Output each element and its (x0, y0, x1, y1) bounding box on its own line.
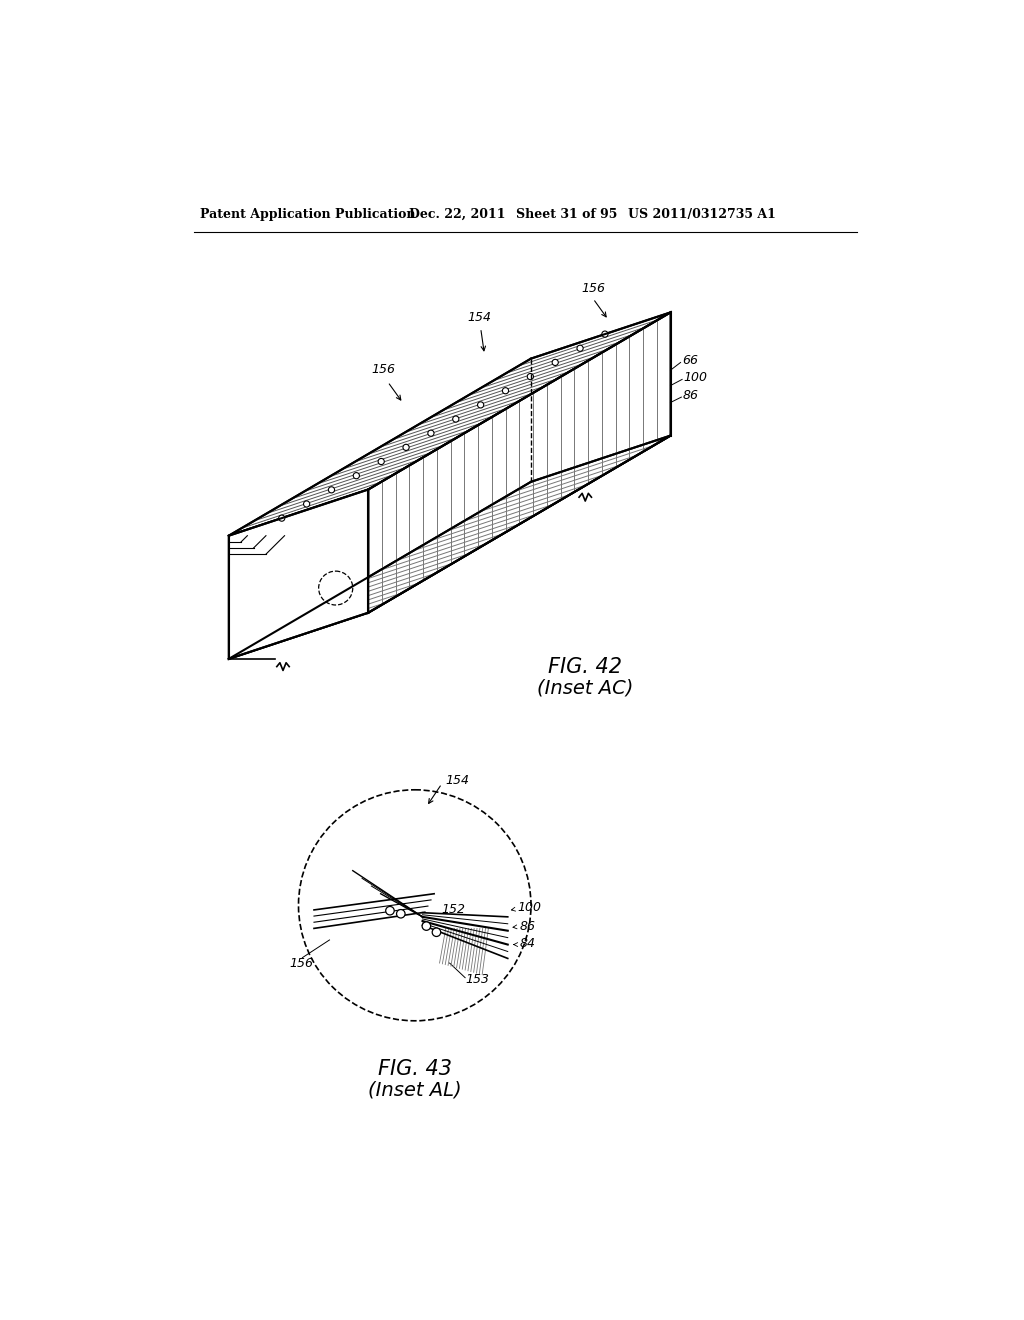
Text: 154: 154 (445, 774, 470, 787)
Circle shape (378, 458, 384, 465)
Text: FIG. 43: FIG. 43 (378, 1060, 452, 1080)
Circle shape (422, 921, 431, 931)
Circle shape (503, 388, 509, 393)
Text: 153: 153 (465, 973, 489, 986)
Circle shape (477, 401, 483, 408)
Circle shape (403, 445, 410, 450)
Text: FIG. 42: FIG. 42 (548, 656, 623, 677)
Polygon shape (228, 490, 369, 659)
Circle shape (386, 907, 394, 915)
Text: 156: 156 (372, 363, 395, 376)
Circle shape (279, 515, 285, 521)
Text: 100: 100 (517, 902, 541, 915)
Circle shape (396, 909, 406, 917)
Circle shape (527, 374, 534, 380)
Polygon shape (369, 313, 671, 612)
Text: (Inset AL): (Inset AL) (368, 1081, 462, 1100)
Polygon shape (228, 436, 671, 659)
Text: 152: 152 (343, 603, 368, 616)
Circle shape (552, 359, 558, 366)
Polygon shape (228, 313, 671, 536)
Text: (Inset AC): (Inset AC) (537, 678, 634, 698)
Circle shape (432, 928, 440, 936)
Circle shape (329, 487, 335, 492)
Circle shape (602, 331, 608, 337)
Text: 66: 66 (682, 354, 698, 367)
Text: 84: 84 (519, 937, 536, 950)
Text: 156: 156 (581, 282, 605, 296)
Text: Patent Application Publication: Patent Application Publication (200, 209, 416, 222)
Text: Sheet 31 of 95: Sheet 31 of 95 (515, 209, 616, 222)
Text: $\sim$84$\sim$: $\sim$84$\sim$ (251, 614, 300, 627)
Circle shape (353, 473, 359, 479)
Text: 86: 86 (519, 920, 536, 933)
Circle shape (428, 430, 434, 437)
Text: 154: 154 (467, 312, 492, 323)
Text: US 2011/0312735 A1: US 2011/0312735 A1 (628, 209, 776, 222)
Text: 86: 86 (683, 389, 699, 403)
Text: 156: 156 (289, 957, 313, 970)
Circle shape (303, 500, 309, 507)
Text: Inset AL: Inset AL (237, 574, 287, 587)
Text: 100: 100 (684, 371, 708, 384)
Circle shape (577, 346, 584, 351)
Circle shape (453, 416, 459, 422)
Text: 152: 152 (442, 903, 466, 916)
Text: Dec. 22, 2011: Dec. 22, 2011 (409, 209, 505, 222)
